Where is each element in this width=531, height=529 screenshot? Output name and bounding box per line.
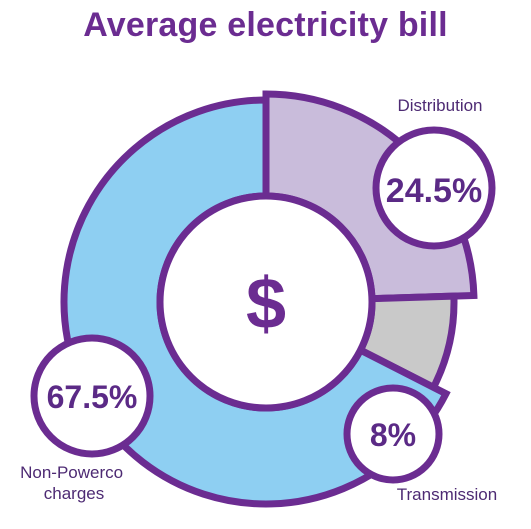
non-powerco-label-line1: Non-Powerco <box>20 463 123 482</box>
chart-title: Average electricity bill <box>83 6 448 44</box>
distribution-value-label: 24.5% <box>386 172 482 210</box>
dollar-symbol: $ <box>246 264 286 344</box>
non-powerco-label-line2: charges <box>44 484 104 503</box>
center-circle <box>156 192 376 412</box>
distribution-bubble: 24.5% <box>372 126 496 250</box>
distribution-label: Distribution <box>397 96 482 115</box>
transmission-label: Transmission <box>397 485 497 504</box>
non-powerco-label: Non-Powerco charges <box>20 463 128 503</box>
non-powerco-value-label: 67.5% <box>47 379 138 415</box>
transmission-value-label: 8% <box>370 417 416 453</box>
distribution-bubble-circle <box>372 126 496 250</box>
transmission-bubble: 8% <box>343 384 443 484</box>
non-powerco-bubble-circle <box>30 334 154 458</box>
transmission-bubble-circle <box>343 384 443 484</box>
non-powerco-bubble: 67.5% <box>30 334 154 458</box>
